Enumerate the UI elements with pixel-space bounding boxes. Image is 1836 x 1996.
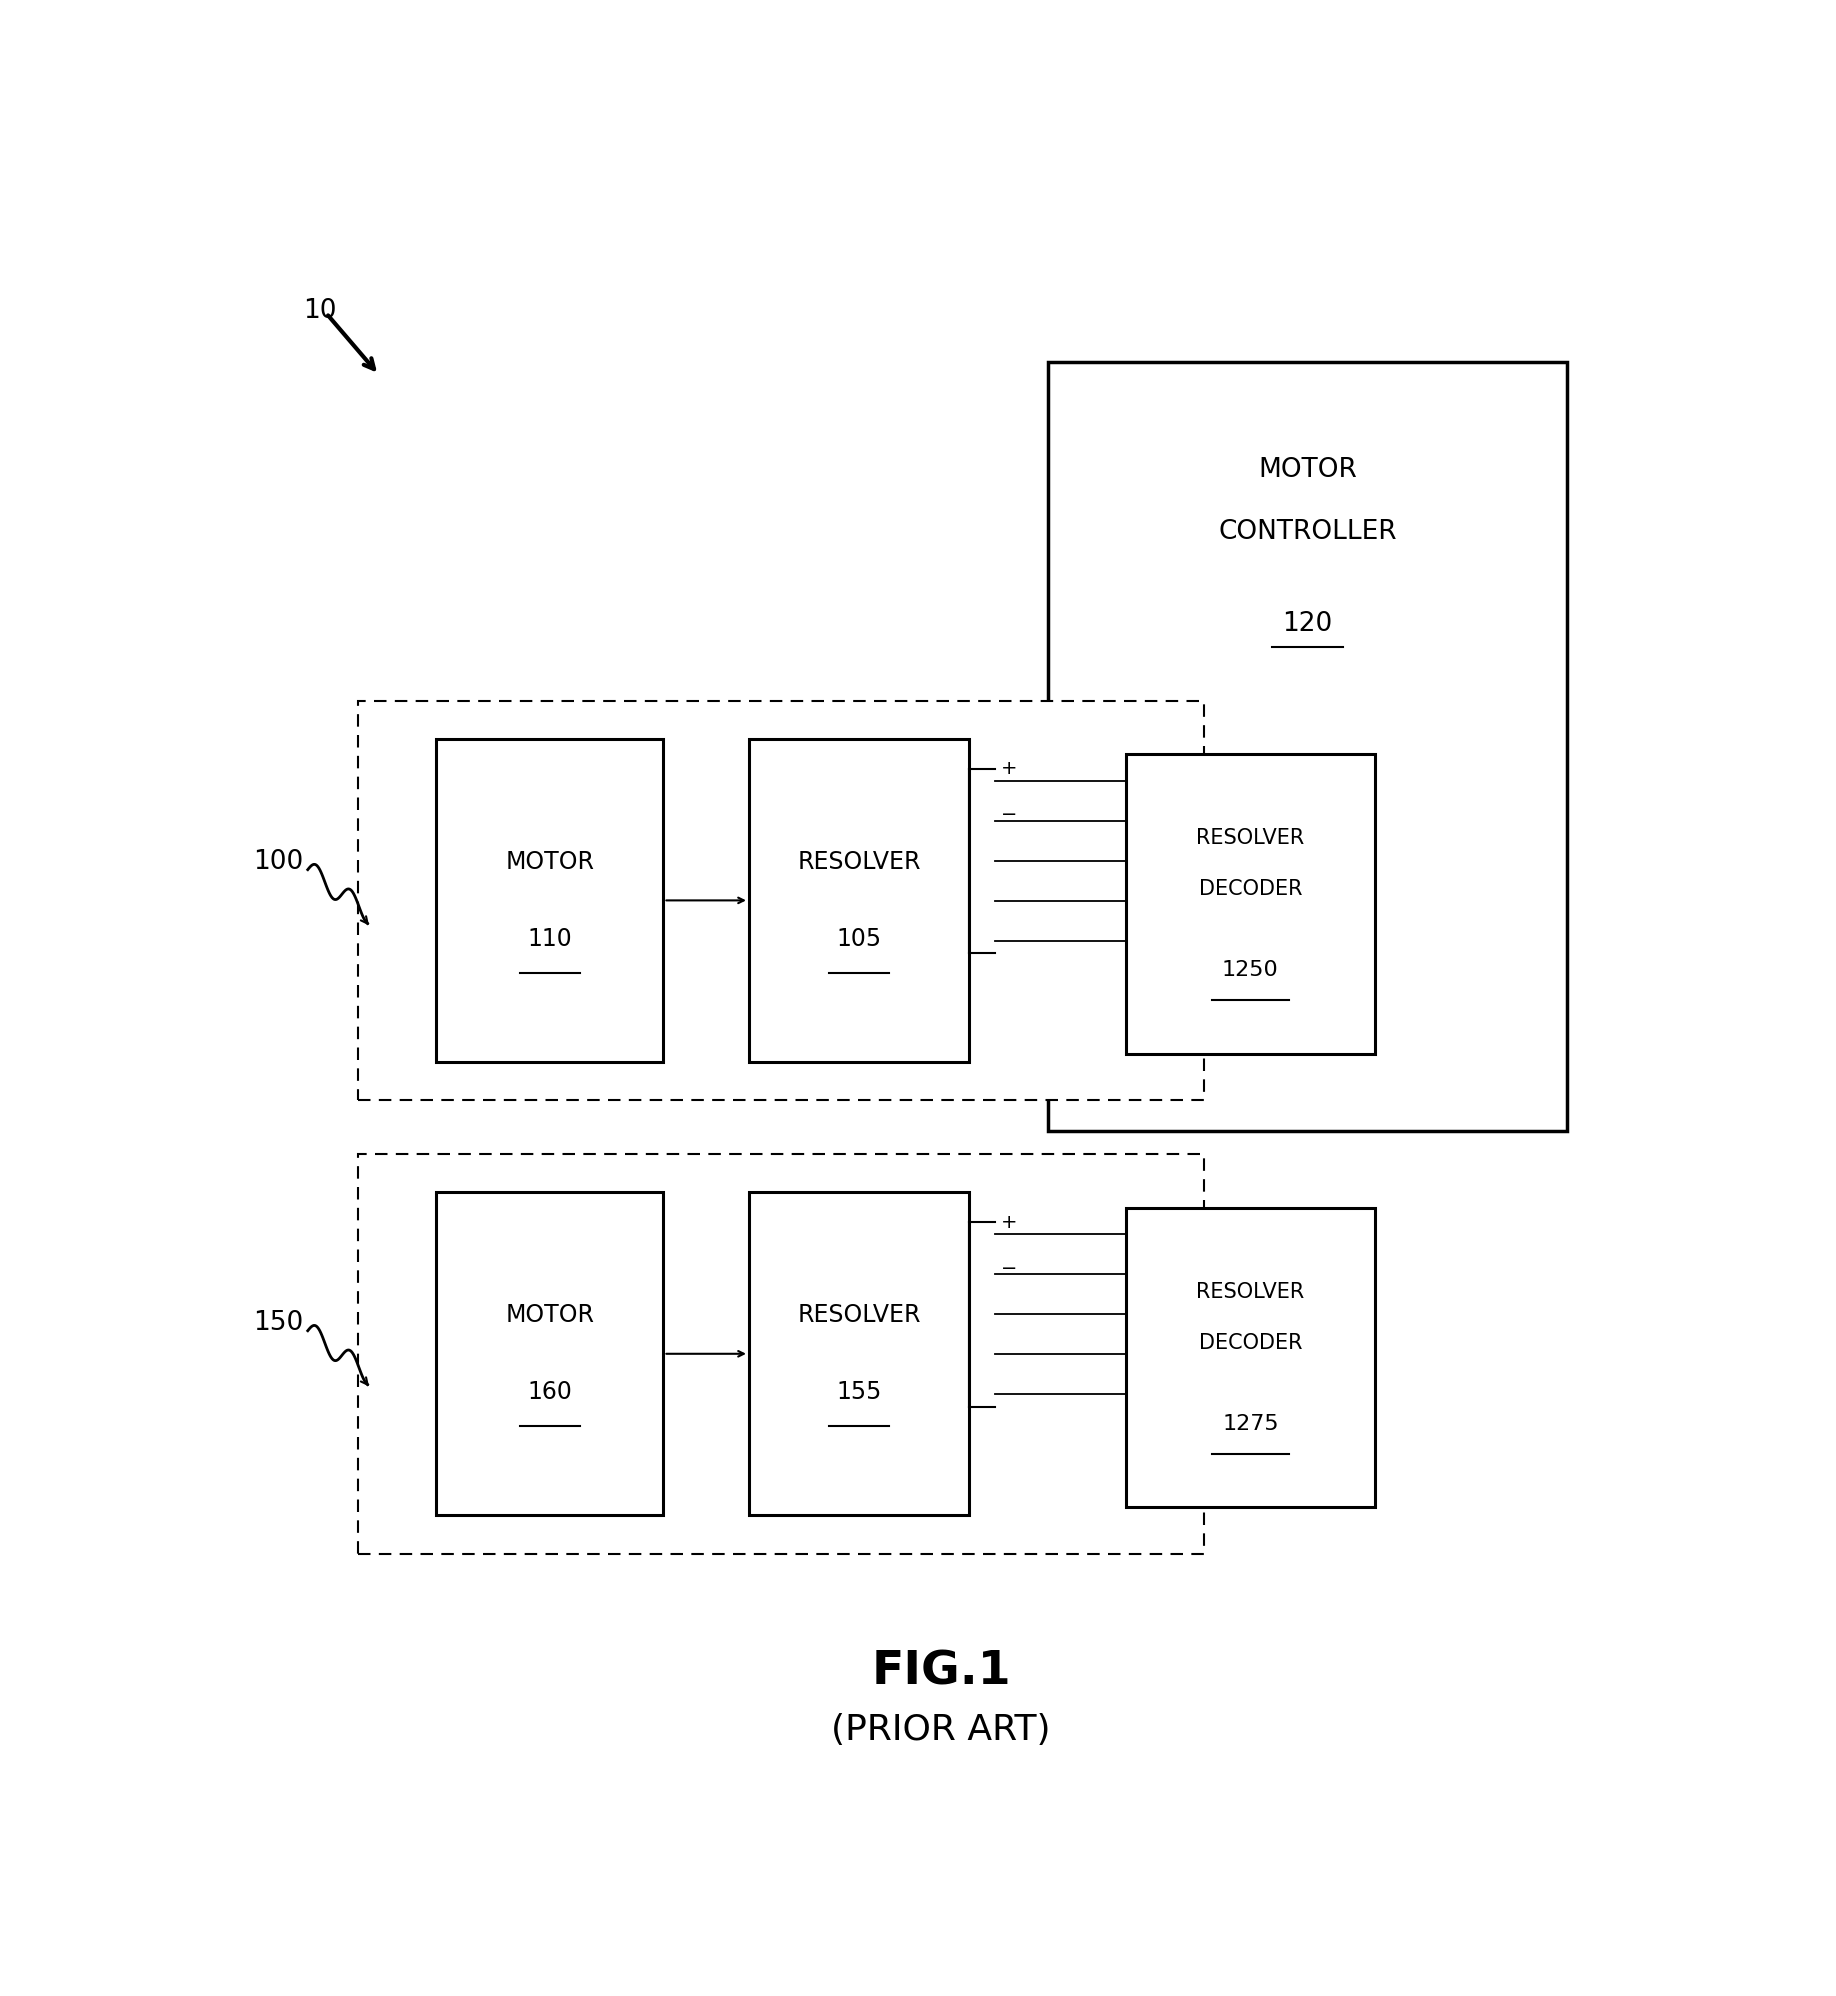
- Text: CONTROLLER: CONTROLLER: [1217, 519, 1397, 545]
- Text: RESOLVER: RESOLVER: [1197, 1281, 1305, 1301]
- Text: +: +: [1001, 1214, 1017, 1232]
- Text: MOTOR: MOTOR: [505, 1303, 595, 1327]
- Text: 10: 10: [303, 297, 338, 323]
- Text: DECODER: DECODER: [1199, 1333, 1302, 1353]
- Text: 110: 110: [527, 926, 573, 950]
- Bar: [749, 739, 969, 1062]
- Text: DECODER: DECODER: [1199, 880, 1302, 900]
- Text: RESOLVER: RESOLVER: [1197, 828, 1305, 848]
- Text: −: −: [1001, 804, 1017, 824]
- Text: 155: 155: [837, 1379, 881, 1405]
- Text: −: −: [1001, 1259, 1017, 1277]
- Bar: [358, 701, 1204, 1100]
- Text: (PRIOR ART): (PRIOR ART): [832, 1713, 1050, 1746]
- Text: 160: 160: [527, 1379, 573, 1405]
- Bar: [749, 1192, 969, 1515]
- Text: 150: 150: [253, 1309, 303, 1335]
- Bar: [358, 1154, 1204, 1553]
- Text: MOTOR: MOTOR: [1258, 457, 1357, 483]
- Text: 1275: 1275: [1223, 1413, 1278, 1433]
- Text: 120: 120: [1282, 611, 1333, 637]
- Text: 1250: 1250: [1223, 960, 1280, 980]
- Text: 105: 105: [837, 926, 881, 950]
- Bar: [1048, 363, 1568, 1132]
- Bar: [435, 739, 663, 1062]
- Text: FIG.1: FIG.1: [870, 1649, 1012, 1695]
- Text: RESOLVER: RESOLVER: [797, 850, 922, 874]
- Text: MOTOR: MOTOR: [505, 850, 595, 874]
- Bar: [1125, 1208, 1375, 1507]
- Bar: [1125, 754, 1375, 1054]
- Text: 100: 100: [253, 848, 303, 874]
- Text: +: +: [1001, 758, 1017, 778]
- Bar: [435, 1192, 663, 1515]
- Text: RESOLVER: RESOLVER: [797, 1303, 922, 1327]
